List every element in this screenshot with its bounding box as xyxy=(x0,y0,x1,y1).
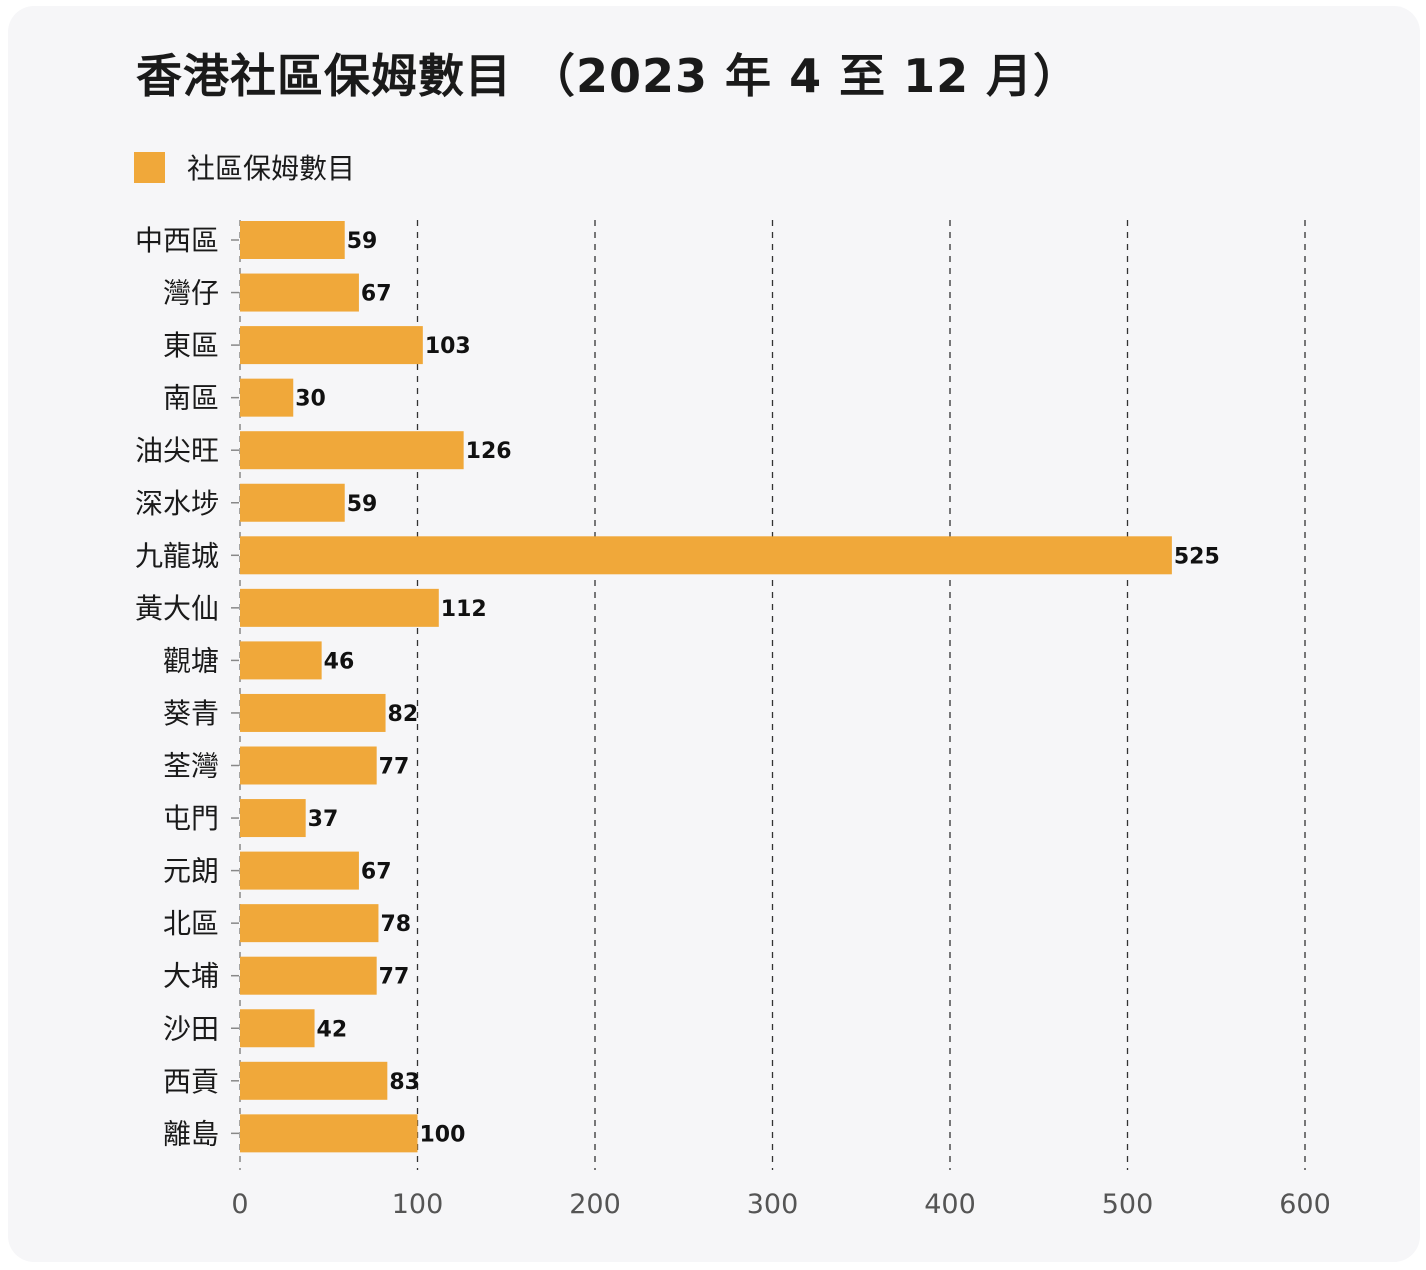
value-label: 82 xyxy=(388,702,419,727)
bar xyxy=(240,431,464,470)
category-label: 荃灣 xyxy=(163,750,219,783)
x-tick-label: 100 xyxy=(392,1189,444,1220)
legend: 社區保姆數目 xyxy=(134,150,356,185)
value-label: 78 xyxy=(380,912,411,937)
bar xyxy=(240,746,377,785)
value-label: 126 xyxy=(466,439,512,464)
value-label: 525 xyxy=(1174,544,1220,569)
bar xyxy=(240,904,379,943)
bar xyxy=(240,799,306,838)
x-tick-label: 0 xyxy=(231,1189,248,1220)
value-label: 42 xyxy=(317,1017,348,1042)
category-label: 中西區 xyxy=(135,224,219,257)
bar xyxy=(240,851,359,890)
bar xyxy=(240,273,359,312)
value-label: 112 xyxy=(441,597,487,622)
value-label: 100 xyxy=(420,1122,466,1147)
category-label: 元朗 xyxy=(163,855,219,888)
category-label: 沙田 xyxy=(163,1012,219,1045)
value-label: 77 xyxy=(379,755,410,780)
value-label: 37 xyxy=(308,807,339,832)
value-label: 59 xyxy=(347,492,378,517)
category-label: 大埔 xyxy=(163,960,219,993)
category-label: 南區 xyxy=(163,382,219,415)
legend-swatch xyxy=(134,151,165,183)
x-tick-label: 400 xyxy=(924,1189,976,1220)
bar xyxy=(240,1061,388,1100)
value-label: 59 xyxy=(347,229,378,254)
category-label: 東區 xyxy=(163,329,219,362)
value-label: 46 xyxy=(324,649,355,674)
bar xyxy=(240,956,377,995)
bar xyxy=(240,221,345,259)
category-label: 葵青 xyxy=(163,697,219,730)
category-label: 灣仔 xyxy=(163,277,219,310)
category-label: 九龍城 xyxy=(135,539,219,572)
x-tick-label: 300 xyxy=(747,1189,799,1220)
category-label: 油尖旺 xyxy=(135,434,219,467)
category-label: 黃大仙 xyxy=(135,592,219,625)
value-label: 67 xyxy=(361,860,392,885)
category-label: 西貢 xyxy=(163,1065,219,1098)
value-label: 67 xyxy=(361,282,392,307)
bar xyxy=(240,641,322,680)
x-tick-label: 500 xyxy=(1102,1189,1154,1220)
value-label: 30 xyxy=(295,387,326,412)
category-label: 觀塘 xyxy=(163,644,219,677)
bar xyxy=(240,588,439,627)
x-tick-label: 200 xyxy=(569,1189,621,1220)
bar xyxy=(240,1114,418,1153)
value-label: 77 xyxy=(379,965,410,990)
bar xyxy=(240,536,1172,575)
value-label: 83 xyxy=(389,1070,420,1095)
bar xyxy=(240,378,294,417)
bar xyxy=(240,326,423,365)
chart-title: 香港社區保姆數目 （2023 年 4 至 12 月） xyxy=(136,49,1081,103)
category-label: 北區 xyxy=(163,907,219,940)
bar xyxy=(240,483,345,522)
category-label: 屯門 xyxy=(163,802,219,835)
x-tick-label: 600 xyxy=(1279,1189,1331,1220)
value-label: 103 xyxy=(425,334,471,359)
bar xyxy=(240,693,386,732)
category-label: 深水埗 xyxy=(135,487,219,520)
category-label: 離島 xyxy=(163,1117,219,1150)
legend-label: 社區保姆數目 xyxy=(187,152,356,185)
chart-card: 香港社區保姆數目 （2023 年 4 至 12 月） 社區保姆數目 xyxy=(8,6,1420,1262)
bar xyxy=(240,1009,315,1048)
